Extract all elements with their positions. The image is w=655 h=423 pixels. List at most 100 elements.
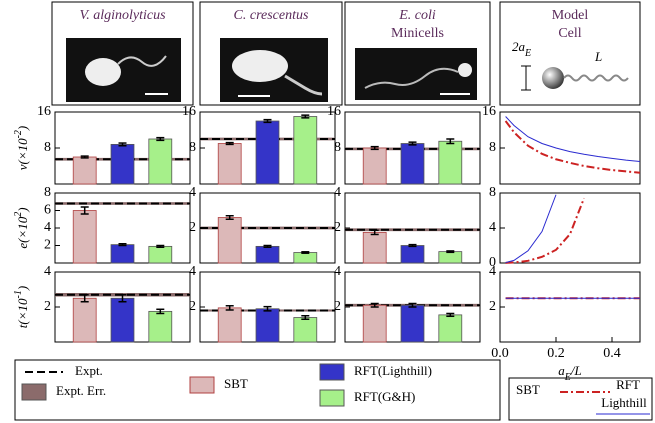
error-bar (263, 118, 272, 124)
error-bar (118, 294, 127, 303)
y-tick-label: 8 (44, 140, 51, 155)
error-bar (80, 155, 89, 159)
y-tick-label: 4 (189, 185, 196, 200)
y-tick-label: 2 (44, 299, 51, 314)
y-tick-label: 6 (44, 203, 51, 218)
legend-swatch (189, 376, 215, 394)
panel-frame (499, 192, 641, 264)
legend-label: RFT(Lighthill) (354, 363, 432, 378)
error-bar (156, 136, 165, 142)
x-tick-label: 0.0 (491, 346, 509, 361)
line-series (505, 194, 557, 264)
y-tick-label: 2 (334, 220, 341, 235)
label-part: E (524, 48, 531, 59)
x-tick-label: 0.2 (547, 346, 565, 361)
micrograph-3 (355, 48, 477, 100)
error-bar (301, 114, 310, 119)
bar (72, 156, 97, 185)
label-part: 2 (13, 212, 24, 217)
legend-swatch (21, 383, 47, 401)
label-part: v(×10 (15, 138, 30, 170)
y-tick-label: 8 (189, 140, 196, 155)
y-tick-label: 8 (44, 185, 51, 200)
line-series (505, 197, 585, 264)
header-box (499, 1, 641, 106)
error-bar (118, 243, 127, 247)
x-tick-label: 0.4 (603, 346, 621, 361)
legend-box (14, 359, 501, 421)
column-title: Minicells (391, 26, 444, 41)
error-bar (225, 215, 234, 220)
bar (400, 143, 425, 185)
error-bar (408, 302, 417, 308)
legend-swatch (319, 389, 345, 407)
header-box (344, 1, 491, 106)
y-tick-label: 4 (489, 264, 496, 279)
column-title: E. coli (398, 8, 436, 23)
bar (400, 245, 425, 264)
legend-label: Expt. (75, 363, 103, 378)
bar (362, 304, 387, 343)
bar (110, 297, 135, 343)
legend-swatch (319, 363, 345, 381)
micrograph-2 (220, 38, 328, 102)
error-bar (156, 308, 165, 315)
bar (148, 310, 173, 343)
bar (362, 231, 387, 264)
bar (72, 297, 97, 343)
error-bar (370, 145, 379, 151)
error-bar (446, 138, 455, 145)
label: t(×10-1) (13, 286, 30, 328)
error-bar (263, 305, 272, 312)
y-tick-label: 8 (489, 140, 496, 155)
error-bar (408, 243, 417, 248)
error-bar (263, 244, 272, 248)
y-tick-label: 4 (189, 264, 196, 279)
error-bar (156, 244, 165, 248)
bar (110, 244, 135, 264)
bar (438, 140, 463, 185)
legend-label: RFT(G&H) (354, 389, 415, 404)
label-part: t(×10 (15, 298, 30, 328)
error-bar (446, 250, 455, 254)
error-bar (301, 251, 310, 254)
label-part: E (564, 372, 571, 383)
y-tick-label: 2 (189, 220, 196, 235)
error-bar (446, 312, 455, 318)
error-bar (408, 141, 417, 146)
error-bar (301, 315, 310, 320)
y-tick-label: 2 (44, 238, 51, 253)
label: aE/L (558, 363, 581, 383)
label-part: 2a (512, 39, 526, 54)
legend-label: Expt. Err. (56, 383, 106, 398)
bar (217, 307, 242, 343)
label: 2aE (512, 39, 531, 59)
model-legend-box (508, 377, 653, 421)
bar (438, 251, 463, 264)
y-tick-label: 16 (37, 104, 51, 119)
length-label: L (594, 49, 602, 64)
line-series (505, 116, 641, 162)
y-tick-label: 16 (482, 104, 496, 119)
bar (293, 116, 318, 185)
error-bar (225, 141, 234, 146)
y-tick-label: 4 (334, 185, 341, 200)
label-part: -2 (13, 130, 24, 138)
y-tick-label: 16 (327, 104, 341, 119)
error-bar (80, 294, 89, 303)
header-box (199, 1, 343, 106)
column-title: C. crescentus (234, 8, 309, 23)
y-tick-label: 8 (489, 185, 496, 200)
micrograph-1 (66, 38, 181, 102)
bar (72, 210, 97, 264)
bar (148, 245, 173, 264)
error-bar (370, 302, 379, 308)
label-part: ) (15, 286, 30, 291)
y-tick-label: 4 (44, 264, 51, 279)
legend-label: SBT (516, 382, 540, 397)
bar (148, 138, 173, 185)
bar (362, 147, 387, 185)
bar (217, 217, 242, 264)
label-part: a (558, 363, 565, 378)
bar (293, 317, 318, 343)
